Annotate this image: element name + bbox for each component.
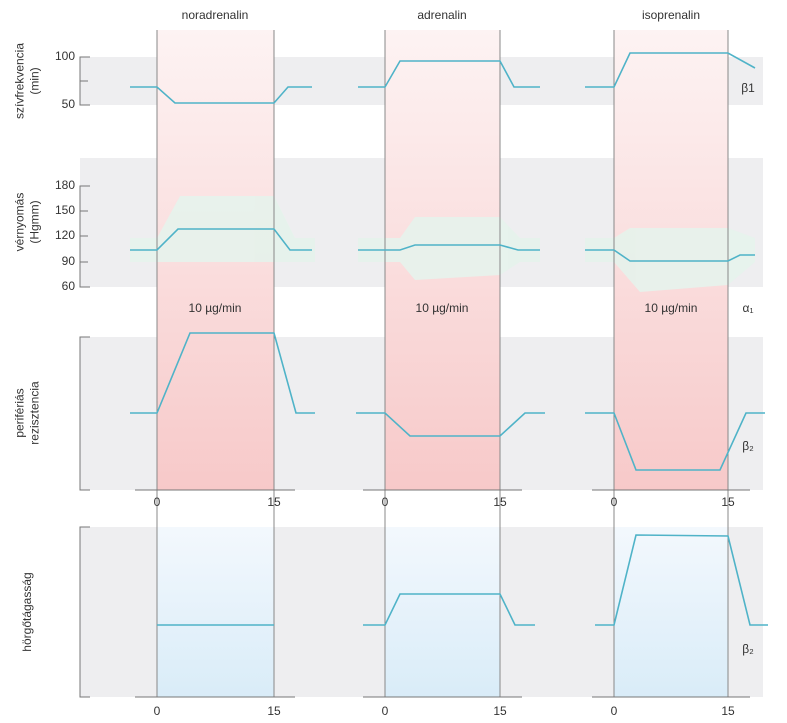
row-label: (Hgmm) [28, 200, 42, 243]
x-tick-label: 0 [154, 495, 161, 509]
row-label: perifériás [13, 388, 27, 437]
edges [156, 30, 729, 697]
tick-label: 180 [55, 178, 75, 192]
x-tick-label: 15 [267, 704, 281, 718]
column-title: adrenalin [417, 8, 466, 22]
x-tick-label: 15 [493, 495, 507, 509]
x-tick-label: 0 [611, 495, 618, 509]
x-tick-label: 15 [721, 495, 735, 509]
tick-label: 150 [55, 203, 75, 217]
receptor-label: β₂ [742, 642, 754, 656]
row-label: hörgőtágasság [20, 572, 34, 651]
receptor-label: α₁ [743, 301, 754, 315]
x-tick-label: 0 [611, 704, 618, 718]
x-tick-label: 0 [154, 704, 161, 718]
tick-label: 120 [55, 228, 75, 242]
dose-label: 10 µg/min [645, 301, 698, 315]
row-label: (min) [28, 67, 42, 94]
column-title: noradrenalin [182, 8, 249, 22]
x-tick-label: 0 [382, 495, 389, 509]
column-title: isoprenalin [642, 8, 700, 22]
row-label: szívfrekvencia [13, 43, 27, 119]
x-tick-label: 15 [721, 704, 735, 718]
receptor-label: β₂ [742, 439, 754, 453]
tick-label: 100 [55, 49, 75, 63]
receptor-label: β1 [741, 81, 755, 95]
row-label: vérnyomás [13, 193, 27, 252]
dose-label: 10 µg/min [189, 301, 242, 315]
tick-label: 90 [62, 254, 76, 268]
curves [130, 52, 768, 626]
x-tick-label: 0 [382, 704, 389, 718]
infusion-bands [157, 30, 728, 697]
x-tick-label: 15 [267, 495, 281, 509]
row-label: rezisztencia [28, 381, 42, 445]
tick-label: 60 [62, 279, 76, 293]
x-tick-label: 15 [493, 704, 507, 718]
dose-label: 10 µg/min [416, 301, 469, 315]
axes [79, 56, 750, 698]
tick-label: 50 [62, 97, 76, 111]
